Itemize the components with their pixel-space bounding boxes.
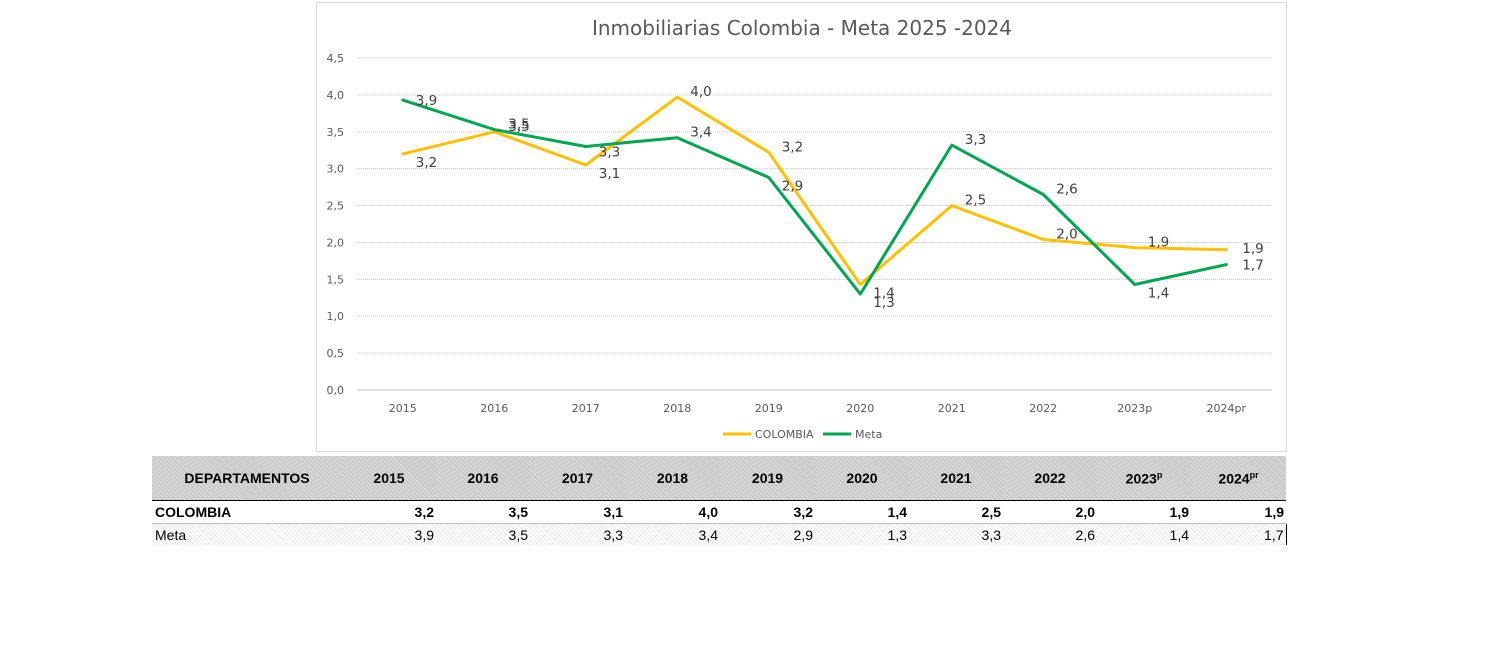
y-tick-label: 4,0 [327, 89, 345, 102]
data-label: 3,5 [508, 119, 529, 135]
table-cell: 1,9 [1191, 500, 1286, 524]
y-tick-label: 2,0 [327, 236, 345, 249]
header-year-2023: 2023p [1097, 456, 1191, 501]
data-label: 3,2 [416, 155, 437, 171]
line-chart: Inmobiliarias Colombia - Meta 2025 -2024… [327, 16, 1272, 441]
x-tick-label: 2017 [572, 402, 600, 415]
x-tick-label: 2024pr [1207, 402, 1247, 415]
header-year: 2019 [720, 456, 815, 501]
table-cell: 4,0 [625, 500, 720, 524]
row-label: Meta [152, 523, 342, 545]
table-header-row: DEPARTAMENTOS 2015 2016 2017 2018 2019 2… [152, 456, 1286, 501]
data-label: 2,9 [782, 179, 803, 195]
legend-label: COLOMBIA [755, 428, 814, 441]
x-tick-label: 2023p [1117, 402, 1152, 415]
x-tick-label: 2021 [938, 402, 966, 415]
table-cell: 1,3 [815, 523, 909, 545]
y-tick-label: 0,5 [327, 347, 345, 360]
header-year: 2020 [815, 456, 909, 501]
x-tick-label: 2020 [846, 402, 874, 415]
data-label: 3,3 [965, 132, 986, 148]
y-tick-label: 1,5 [327, 273, 345, 286]
header-year: 2017 [530, 456, 625, 501]
data-label: 1,7 [1242, 258, 1263, 274]
y-tick-label: 2,5 [327, 200, 345, 213]
table-cell: 3,4 [625, 523, 720, 545]
series-line-colombia [401, 95, 1228, 286]
data-label: 3,9 [416, 93, 437, 109]
table-cell: 3,9 [342, 523, 436, 545]
table-row-colombia: COLOMBIA 3,2 3,5 3,1 4,0 3,2 1,4 2,5 2,0… [152, 500, 1286, 524]
data-label: 2,5 [965, 193, 986, 209]
x-tick-label: 2018 [663, 402, 691, 415]
legend-label: Meta [855, 428, 882, 441]
table-cell: 3,1 [530, 500, 625, 524]
data-label: 3,1 [599, 166, 620, 182]
data-label: 1,9 [1242, 241, 1263, 257]
y-tick-label: 0,0 [327, 384, 345, 397]
table-cell: 1,9 [1097, 500, 1191, 524]
row-label: COLOMBIA [152, 500, 342, 524]
table-cell: 3,3 [909, 523, 1003, 545]
series-line-meta [401, 98, 1228, 296]
y-tick-label: 4,5 [327, 52, 345, 65]
header-year: 2021 [909, 456, 1003, 501]
header-year: 2016 [436, 456, 530, 501]
table-cell: 1,4 [1097, 523, 1191, 545]
table-cell: 2,6 [1003, 523, 1097, 545]
table-row-meta: Meta 3,9 3,5 3,3 3,4 2,9 1,3 3,3 2,6 1,4… [152, 523, 1287, 545]
y-tick-label: 3,5 [327, 126, 345, 139]
header-year: 2022 [1003, 456, 1097, 501]
y-tick-label: 3,0 [327, 163, 345, 176]
data-label: 4,0 [690, 84, 711, 100]
table-cell: 3,2 [720, 500, 815, 524]
data-label: 3,2 [782, 139, 803, 155]
table-cell: 1,7 [1191, 523, 1287, 545]
table-cell: 1,4 [815, 500, 909, 524]
data-label: 3,3 [599, 145, 620, 161]
header-year-2024: 2024pr [1191, 456, 1286, 501]
chart-title: Inmobiliarias Colombia - Meta 2025 -2024 [592, 16, 1012, 40]
table-cell: 3,5 [436, 523, 530, 545]
data-label: 1,4 [1148, 285, 1169, 301]
header-year: 2018 [625, 456, 720, 501]
y-tick-label: 1,0 [327, 310, 345, 323]
x-tick-label: 2016 [480, 402, 508, 415]
header-year: 2015 [342, 456, 436, 501]
data-table: DEPARTAMENTOS 2015 2016 2017 2018 2019 2… [152, 456, 1287, 545]
x-tick-label: 2015 [389, 402, 417, 415]
data-label: 1,9 [1148, 235, 1169, 251]
data-label: 3,5 [508, 117, 529, 133]
header-departamentos: DEPARTAMENTOS [152, 456, 342, 501]
chart-container: Inmobiliarias Colombia - Meta 2025 -2024… [316, 2, 1287, 452]
x-tick-label: 2022 [1029, 402, 1057, 415]
table-cell: 3,2 [342, 500, 436, 524]
data-label: 2,0 [1056, 226, 1077, 242]
table-cell: 2,0 [1003, 500, 1097, 524]
table-cell: 3,3 [530, 523, 625, 545]
data-label: 2,6 [1056, 181, 1077, 197]
table-cell: 2,9 [720, 523, 815, 545]
data-label: 1,4 [873, 285, 894, 301]
table-cell: 3,5 [436, 500, 530, 524]
data-label: 3,4 [690, 125, 711, 141]
data-label: 1,3 [873, 295, 894, 311]
table-cell: 2,5 [909, 500, 1003, 524]
x-tick-label: 2019 [755, 402, 783, 415]
